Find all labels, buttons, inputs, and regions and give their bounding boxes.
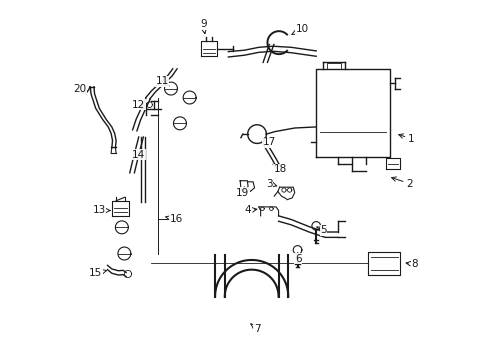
Polygon shape [316, 69, 389, 157]
Polygon shape [386, 158, 399, 169]
Text: 5: 5 [316, 225, 326, 235]
Text: 13: 13 [92, 206, 110, 216]
Text: 16: 16 [165, 215, 183, 224]
Text: 10: 10 [291, 24, 308, 35]
Text: 1: 1 [398, 134, 414, 144]
Text: 3: 3 [266, 179, 276, 189]
Text: 19: 19 [236, 187, 249, 198]
Text: 9: 9 [200, 19, 206, 34]
Text: 2: 2 [391, 177, 412, 189]
Text: 7: 7 [250, 324, 260, 334]
Text: 6: 6 [294, 253, 301, 264]
Polygon shape [367, 252, 400, 275]
Text: 4: 4 [244, 206, 256, 216]
Text: 18: 18 [272, 164, 286, 174]
Text: 17: 17 [262, 138, 276, 147]
Text: 20: 20 [73, 84, 86, 94]
Text: 12: 12 [132, 100, 146, 110]
Text: 14: 14 [132, 150, 145, 160]
Text: 15: 15 [89, 268, 106, 278]
Text: 8: 8 [406, 259, 417, 269]
Text: 11: 11 [155, 76, 169, 86]
